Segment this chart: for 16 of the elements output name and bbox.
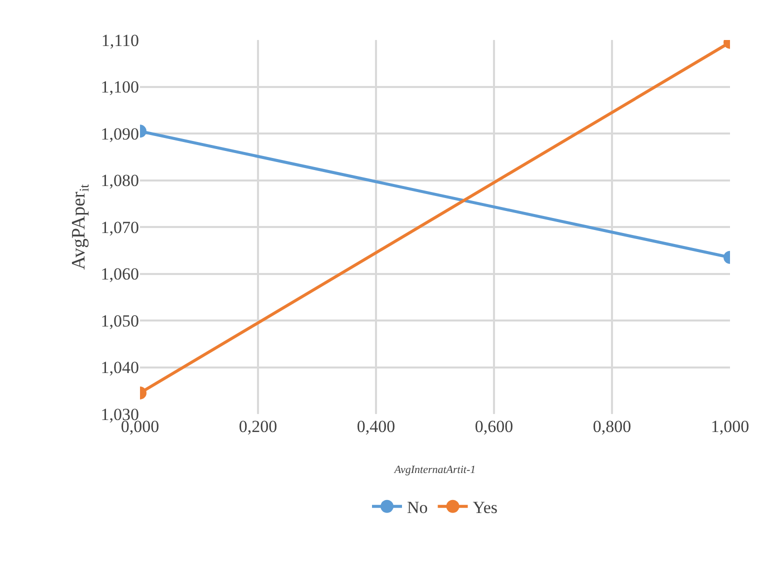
y-tick-label: 1,090 xyxy=(100,124,139,144)
x-tick-label: 0,200 xyxy=(238,417,278,436)
y-tick-label: 1,050 xyxy=(100,311,139,330)
y-tick-label: 1,110 xyxy=(101,30,139,50)
x-tick-label: 0,400 xyxy=(356,417,396,436)
y-tick-label: 1,080 xyxy=(100,171,139,190)
legend-label: No xyxy=(407,498,428,517)
x-tick-label: 0,800 xyxy=(592,417,632,436)
legend-label: Yes xyxy=(472,498,498,517)
y-tick-label: 1,040 xyxy=(100,358,139,378)
x-tick-label: 0,600 xyxy=(474,417,514,436)
y-tick-label: 1,060 xyxy=(100,264,139,284)
y-tick-label: 1,070 xyxy=(100,218,139,237)
y-tick-label: 1,100 xyxy=(100,78,139,97)
x-tick-label: 1,000 xyxy=(710,417,750,436)
x-axis-title: AvgInternatArtit-1 xyxy=(393,464,476,476)
